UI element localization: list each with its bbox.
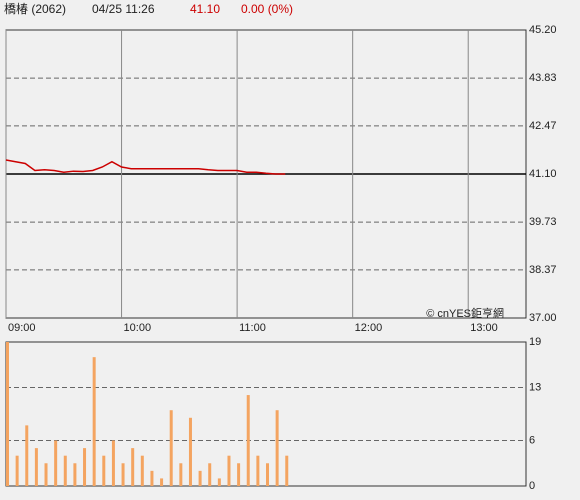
volume-bar	[285, 455, 289, 486]
y-tick-label: 37.00	[529, 312, 557, 324]
volume-bar	[198, 470, 202, 486]
volume-bar	[179, 463, 183, 486]
volume-bar	[83, 448, 87, 486]
watermark: © cnYES鉅亨網	[426, 306, 504, 320]
x-tick-label: 13:00	[470, 322, 498, 334]
y-tick-label: 43.83	[529, 72, 557, 84]
x-tick-label: 12:00	[355, 322, 383, 334]
change: 0.00 (0%)	[241, 2, 293, 16]
price: 41.10	[190, 2, 220, 16]
volume-bar	[6, 342, 9, 486]
volume-bar	[227, 455, 231, 486]
volume-bar	[34, 448, 38, 486]
x-tick-label: 09:00	[8, 322, 36, 334]
volume-bar	[44, 463, 48, 486]
volume-bar	[73, 463, 77, 486]
volume-bar	[275, 410, 279, 486]
y-tick-label: 41.10	[529, 168, 557, 180]
volume-bar	[266, 463, 269, 486]
volume-bar	[25, 425, 29, 486]
volume-bar	[217, 478, 221, 486]
volume-bar	[140, 455, 144, 486]
volume-bar	[121, 463, 125, 486]
volume-bar	[256, 455, 260, 486]
volume-bar	[131, 448, 135, 486]
volume-bar	[54, 440, 58, 486]
volume-bar	[169, 410, 173, 486]
volume-bar	[111, 440, 115, 486]
volume-bar	[237, 463, 241, 486]
volume-bar	[246, 395, 250, 486]
y-tick-label: 42.47	[529, 120, 557, 132]
volume-bar	[150, 470, 154, 486]
x-tick-label: 10:00	[124, 322, 152, 334]
volume-bar	[102, 455, 106, 486]
volume-bar	[15, 455, 19, 486]
price-line	[5, 159, 286, 175]
y-tick-label: 19	[529, 336, 541, 348]
y-tick-label: 38.37	[529, 264, 557, 276]
volume-bar	[188, 417, 192, 486]
y-tick-label: 0	[529, 480, 535, 492]
y-tick-label: 6	[529, 434, 535, 446]
y-tick-label: 39.73	[529, 216, 557, 228]
y-tick-label: 13	[529, 381, 541, 393]
y-tick-label: 45.20	[529, 24, 557, 36]
quote-time: 04/25 11:26	[92, 2, 155, 16]
volume-bar	[63, 455, 67, 486]
volume-bar	[92, 357, 96, 486]
x-tick-label: 11:00	[239, 322, 266, 334]
volume-bar	[160, 478, 164, 486]
stock-name: 橋椿 (2062)	[4, 2, 66, 16]
volume-bar	[208, 463, 212, 486]
